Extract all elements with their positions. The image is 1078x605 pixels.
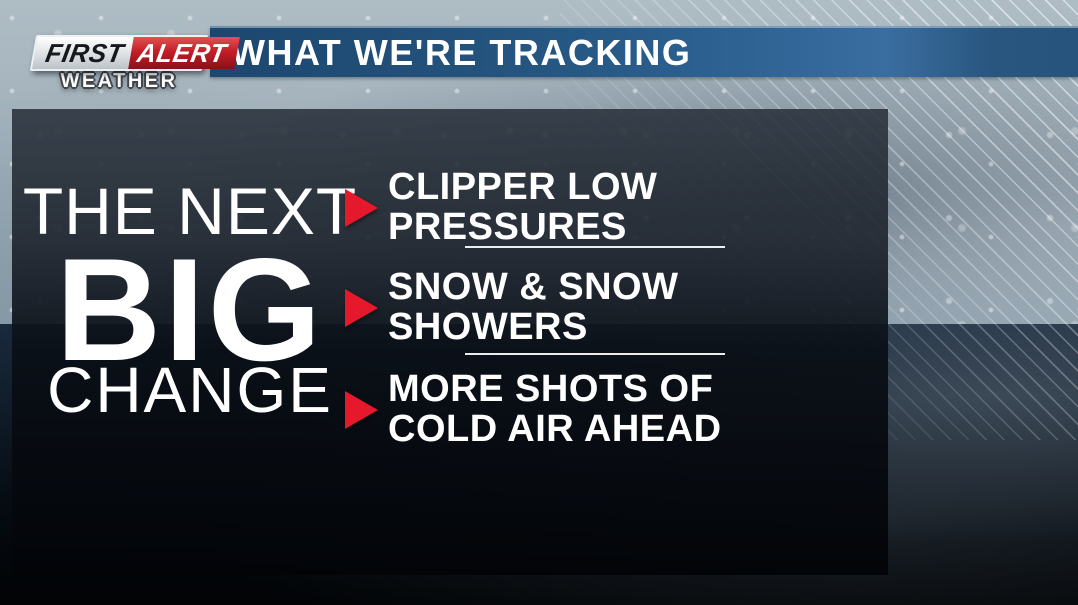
headline-line-1: THE NEXT xyxy=(22,174,358,248)
logo-box: FIRST ALERT xyxy=(29,35,241,71)
bullet-text: CLIPPER LOW PRESSURES xyxy=(388,166,658,248)
tracking-title: WHAT WE'RE TRACKING xyxy=(231,31,692,73)
headline-big: BIG xyxy=(55,228,325,391)
logo-weather-text: WEATHER xyxy=(60,70,178,92)
bullet-text: SNOW & SNOW SHOWERS xyxy=(388,266,679,348)
tracking-title-bar: WHAT WE'RE TRACKING xyxy=(210,26,1078,77)
bullet-triangle-icon xyxy=(345,288,378,327)
bullet-text: MORE SHOTS OF COLD AIR AHEAD xyxy=(388,368,722,450)
bullet-text-line: PRESSURES xyxy=(388,205,627,248)
bullet-item: SNOW & SNOW SHOWERS xyxy=(345,266,679,348)
bullet-triangle-icon xyxy=(345,390,378,429)
bullet-item: MORE SHOTS OF COLD AIR AHEAD xyxy=(345,368,722,450)
first-alert-weather-logo: FIRST ALERT WEATHER xyxy=(29,35,241,93)
logo-alert-text: ALERT xyxy=(127,37,241,69)
bullet-text-line: SHOWERS xyxy=(388,305,588,348)
bullet-text-line: SNOW & SNOW xyxy=(388,266,679,308)
bullet-text-line: COLD AIR AHEAD xyxy=(388,407,722,450)
bullet-text-line: CLIPPER LOW xyxy=(388,166,658,208)
headline-line-3: CHANGE xyxy=(47,354,333,426)
bullet-triangle-icon xyxy=(345,188,378,227)
logo-first-text: FIRST xyxy=(32,37,134,69)
divider xyxy=(465,353,725,355)
bullet-list: CLIPPER LOW PRESSURES SNOW & SNOW SHOWER… xyxy=(345,166,805,458)
divider xyxy=(465,246,725,248)
bullet-text-line: MORE SHOTS OF xyxy=(388,368,714,410)
bullet-item: CLIPPER LOW PRESSURES xyxy=(345,166,658,248)
content-panel: THE NEXT BIG CHANGE CLIPPER LOW PRESSURE… xyxy=(12,109,888,575)
